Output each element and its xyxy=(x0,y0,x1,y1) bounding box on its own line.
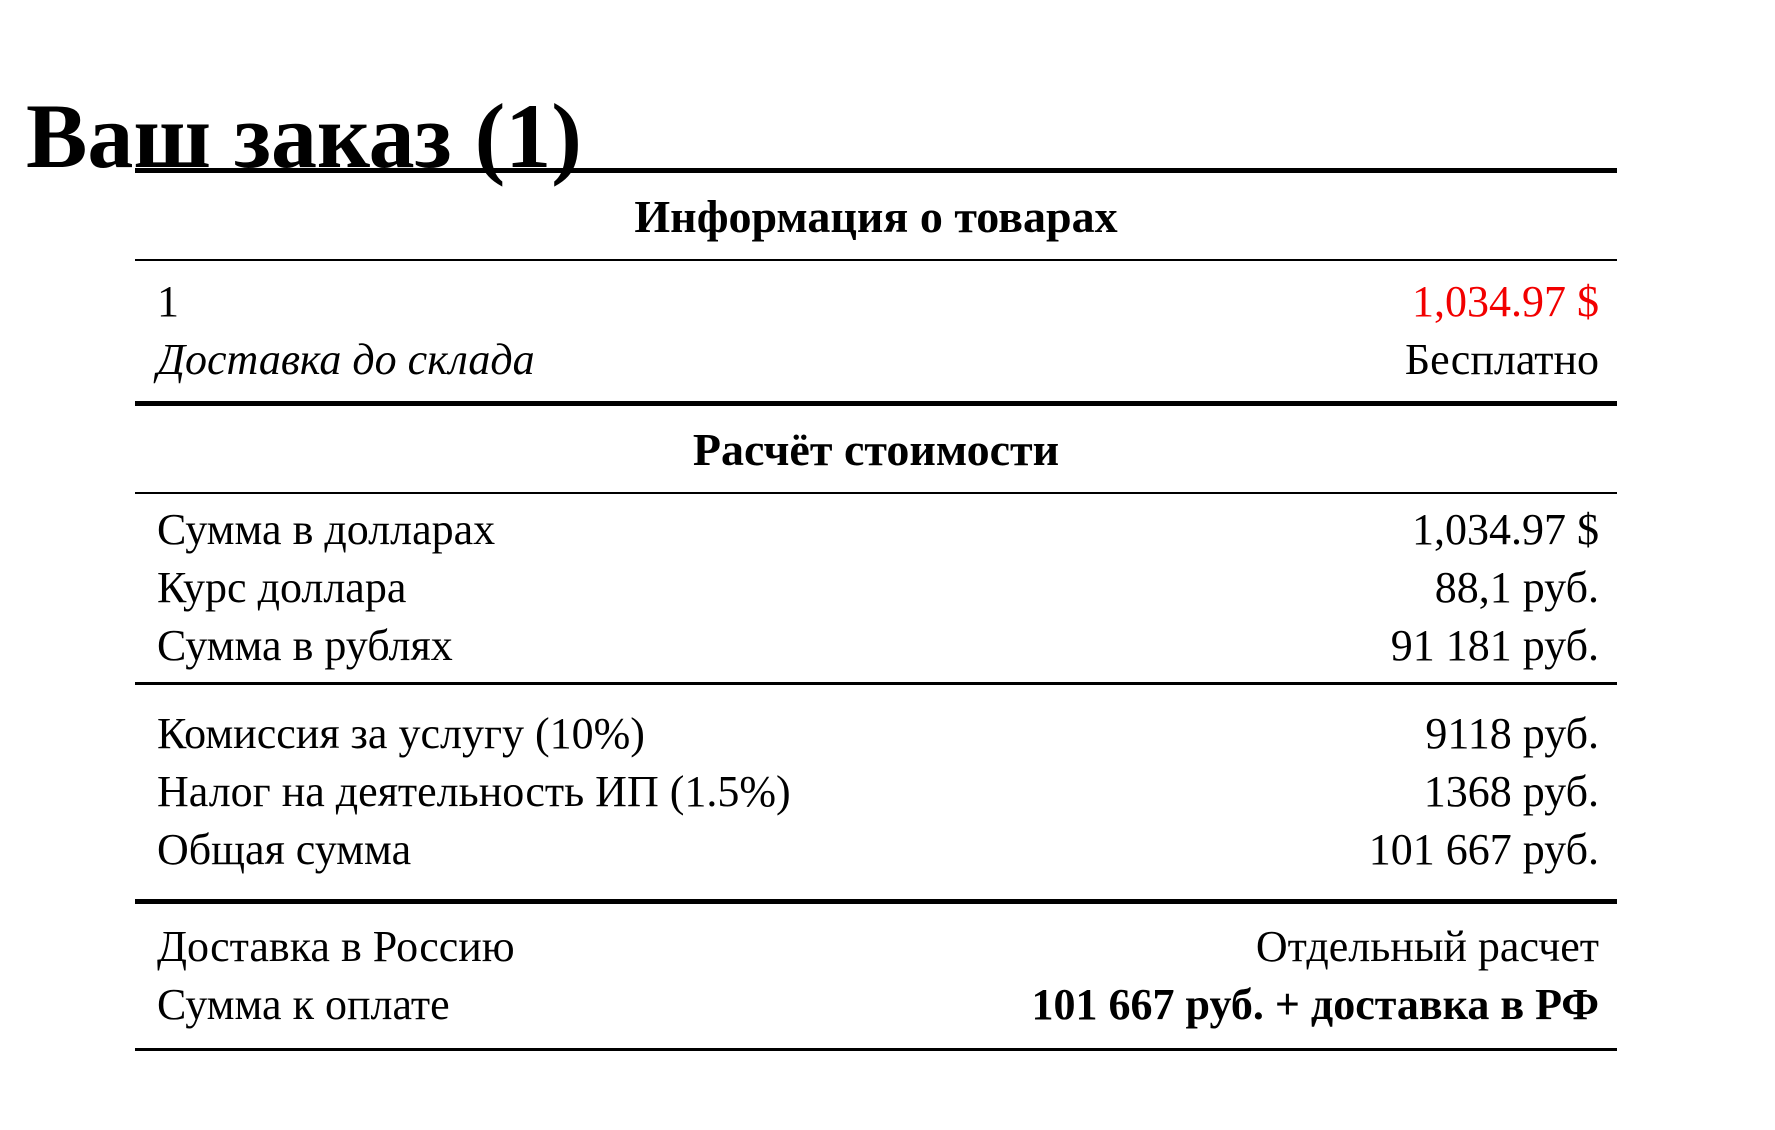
table-row-usd-sum: Сумма в долларах 1,034.97 $ xyxy=(135,501,1617,559)
table-row-product-qty: 1 1,034.97 $ xyxy=(135,273,1617,331)
table-row-warehouse-delivery: Доставка до склада Бесплатно xyxy=(135,331,1617,389)
section-header-products: Информация о товарах xyxy=(135,173,1617,261)
usd-rate-value: 88,1 руб. xyxy=(1434,563,1599,612)
section-header-calc: Расчёт стоимости xyxy=(135,406,1617,494)
product-qty-label: 1 xyxy=(157,277,179,326)
rub-sum-label: Сумма в рублях xyxy=(157,621,453,670)
service-fee-label: Комиссия за услугу (10%) xyxy=(157,709,645,758)
table-row-usd-rate: Курс доллара 88,1 руб. xyxy=(135,559,1617,617)
calc-fees-section: Комиссия за услугу (10%) 9118 руб. Налог… xyxy=(135,685,1617,904)
russia-delivery-label: Доставка в Россию xyxy=(157,922,515,971)
table-row-russia-delivery: Доставка в Россию Отдельный расчет xyxy=(135,918,1617,976)
amount-due-label: Сумма к оплате xyxy=(157,980,450,1029)
table-row-grand-total: Общая сумма 101 667 руб. xyxy=(135,821,1617,879)
tax-value: 1368 руб. xyxy=(1423,767,1599,816)
products-section: 1 1,034.97 $ Доставка до склада Бесплатн… xyxy=(135,261,1617,406)
service-fee-value: 9118 руб. xyxy=(1425,709,1599,758)
warehouse-delivery-label: Доставка до склада xyxy=(157,335,535,384)
table-row-amount-due: Сумма к оплате 101 667 руб. + доставка в… xyxy=(135,976,1617,1034)
table-row-tax: Налог на деятельность ИП (1.5%) 1368 руб… xyxy=(135,763,1617,821)
grand-total-label: Общая сумма xyxy=(157,825,412,874)
calc-main-section: Сумма в долларах 1,034.97 $ Курс доллара… xyxy=(135,494,1617,685)
usd-sum-value: 1,034.97 $ xyxy=(1412,505,1599,554)
tax-label: Налог на деятельность ИП (1.5%) xyxy=(157,767,791,816)
product-price-value: 1,034.97 $ xyxy=(1412,277,1599,326)
grand-total-value: 101 667 руб. xyxy=(1368,825,1599,874)
table-row-service-fee: Комиссия за услугу (10%) 9118 руб. xyxy=(135,705,1617,763)
russia-delivery-value: Отдельный расчет xyxy=(1255,922,1599,971)
table-row-rub-sum: Сумма в рублях 91 181 руб. xyxy=(135,617,1617,675)
warehouse-delivery-value: Бесплатно xyxy=(1404,335,1599,384)
usd-sum-label: Сумма в долларах xyxy=(157,505,496,554)
calc-total-section: Доставка в Россию Отдельный расчет Сумма… xyxy=(135,904,1617,1048)
usd-rate-label: Курс доллара xyxy=(157,563,407,612)
order-table: Информация о товарах 1 1,034.97 $ Достав… xyxy=(135,168,1617,1051)
rub-sum-value: 91 181 руб. xyxy=(1390,621,1599,670)
amount-due-value: 101 667 руб. + доставка в РФ xyxy=(1031,980,1599,1029)
